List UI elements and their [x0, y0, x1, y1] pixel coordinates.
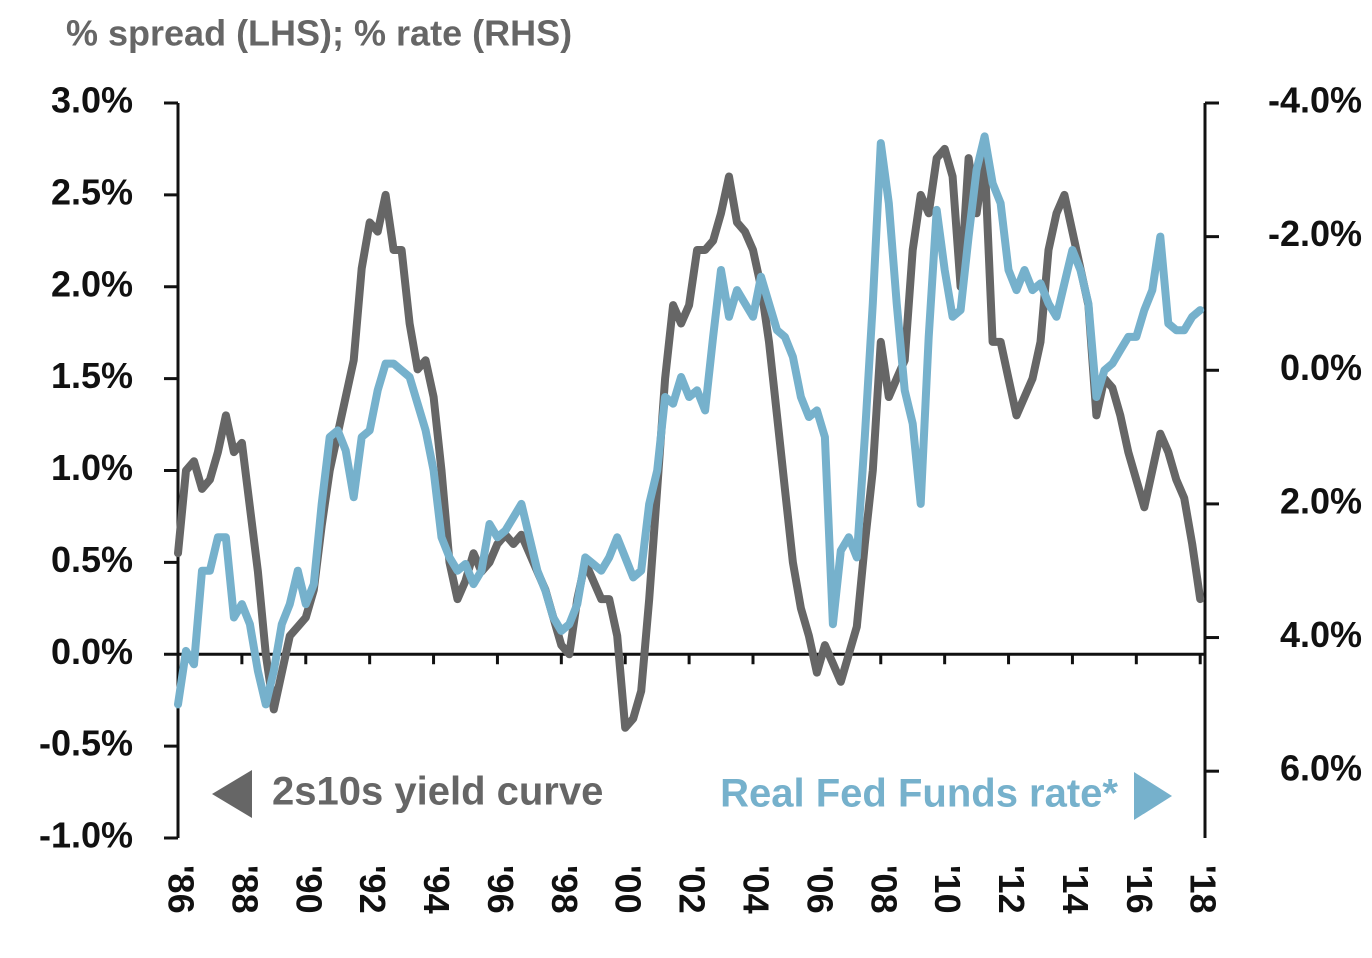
x-tick-label: '04 [735, 865, 776, 914]
annotation: Real Fed Funds rate* [720, 772, 1118, 816]
y-tick-label: 0.5% [51, 539, 133, 580]
y2-tick-label: -2.0% [1268, 213, 1362, 254]
x-tick-label: '92 [352, 865, 393, 914]
left-arrow [212, 770, 252, 818]
x-tick-label: '86 [160, 865, 201, 914]
y-tick-label: -0.5% [39, 723, 133, 764]
x-tick-label: '12 [991, 865, 1032, 914]
x-tick-label: '14 [1055, 865, 1096, 914]
y2-tick-label: 2.0% [1280, 480, 1362, 521]
y-tick-label: -1.0% [39, 815, 133, 856]
x-tick-label: '88 [224, 865, 265, 914]
y2-tick-label: 0.0% [1280, 347, 1362, 388]
right-arrow [1134, 772, 1172, 820]
x-tick-label: '08 [863, 865, 904, 914]
x-tick-label: '90 [288, 865, 329, 914]
x-tick-label: '00 [608, 865, 649, 914]
x-tick-label: '98 [544, 865, 585, 914]
x-tick-label: '06 [799, 865, 840, 914]
series-line [174, 144, 1205, 732]
x-tick-label: '16 [1119, 865, 1160, 914]
y2-tick-label: 6.0% [1280, 748, 1362, 789]
x-tick-label: '02 [672, 865, 713, 914]
annotation: 2s10s yield curve [272, 770, 603, 814]
y2-tick-label: 4.0% [1280, 614, 1362, 655]
y-tick-label: 1.0% [51, 447, 133, 488]
x-tick-label: '10 [927, 865, 968, 914]
y-tick-label: 2.0% [51, 263, 133, 304]
y-tick-label: 2.5% [51, 171, 133, 212]
series-line [174, 132, 1205, 709]
y-tick-label: 0.0% [51, 631, 133, 672]
y-tick-label: 3.0% [51, 80, 133, 121]
y-tick-label: 1.5% [51, 355, 133, 396]
y2-tick-label: -4.0% [1268, 80, 1362, 121]
x-tick-label: '18 [1183, 865, 1224, 914]
chart-title: % spread (LHS); % rate (RHS) [66, 13, 572, 54]
x-tick-label: '96 [480, 865, 521, 914]
x-tick-label: '94 [416, 865, 457, 914]
